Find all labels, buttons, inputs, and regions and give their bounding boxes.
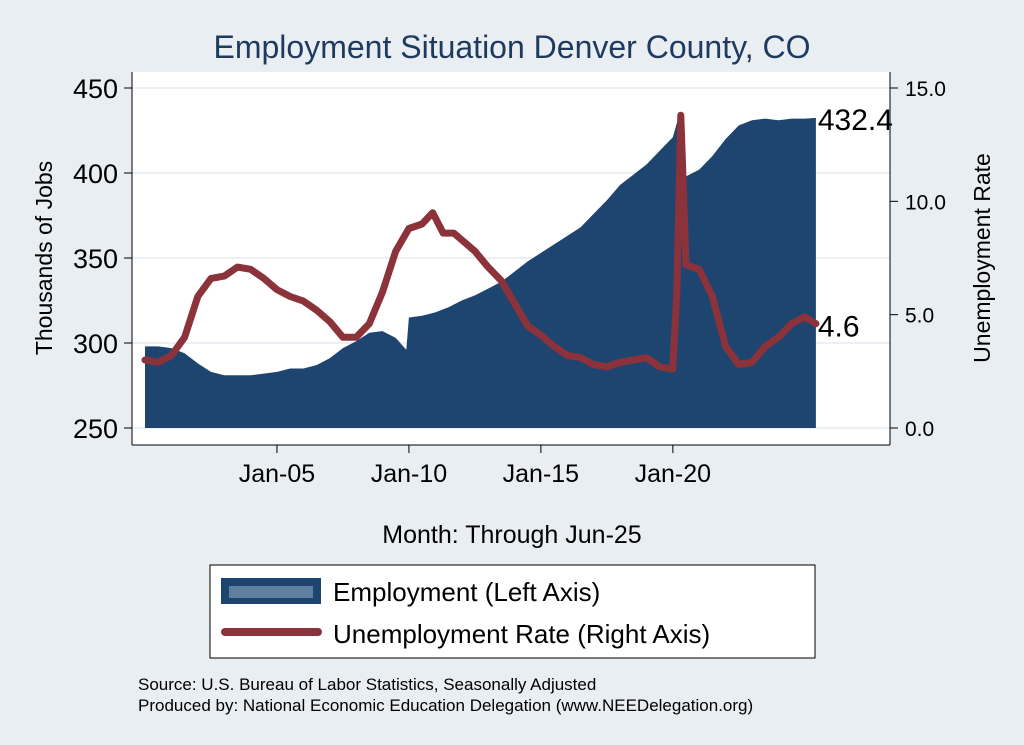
left-axis-ticks: 250 300 350 400 450 [73, 74, 132, 444]
right-tick-label: 5.0 [905, 305, 934, 328]
chart-title: Employment Situation Denver County, CO [214, 29, 811, 65]
legend-swatch-employment-inner [229, 586, 313, 598]
legend-label-employment: Employment (Left Axis) [333, 577, 600, 607]
y-axis-right-label: Unemployment Rate [969, 153, 995, 363]
right-tick-label: 0.0 [905, 418, 934, 441]
x-tick-label: Jan-05 [239, 460, 315, 488]
legend: Employment (Left Axis) Unemployment Rate… [209, 564, 816, 659]
left-tick-label: 250 [73, 414, 118, 444]
legend-label-unemployment: Unemployment Rate (Right Axis) [333, 619, 710, 649]
x-axis-ticks: Jan-05 Jan-10 Jan-15 Jan-20 [239, 445, 711, 488]
left-tick-label: 350 [73, 244, 118, 274]
x-axis-label: Month: Through Jun-25 [382, 521, 641, 549]
y-axis-left-label: Thousands of Jobs [31, 161, 57, 355]
employment-area [145, 117, 816, 429]
producer-note: Produced by: National Economic Education… [138, 696, 753, 715]
left-tick-label: 300 [73, 329, 118, 359]
right-tick-label: 10.0 [905, 191, 946, 214]
source-note: Source: U.S. Bureau of Labor Statistics,… [138, 675, 596, 694]
x-tick-label: Jan-15 [503, 460, 579, 488]
unemployment-line [141, 111, 820, 373]
x-tick-label: Jan-10 [371, 460, 447, 488]
employment-end-label: 432.4 [818, 104, 893, 137]
x-tick-label: Jan-20 [635, 460, 711, 488]
left-tick-label: 450 [73, 74, 118, 104]
unemployment-end-label: 4.6 [818, 311, 860, 344]
right-axis-ticks: 0.0 5.0 10.0 15.0 [890, 78, 946, 441]
right-tick-label: 15.0 [905, 78, 946, 101]
left-tick-label: 400 [73, 159, 118, 189]
